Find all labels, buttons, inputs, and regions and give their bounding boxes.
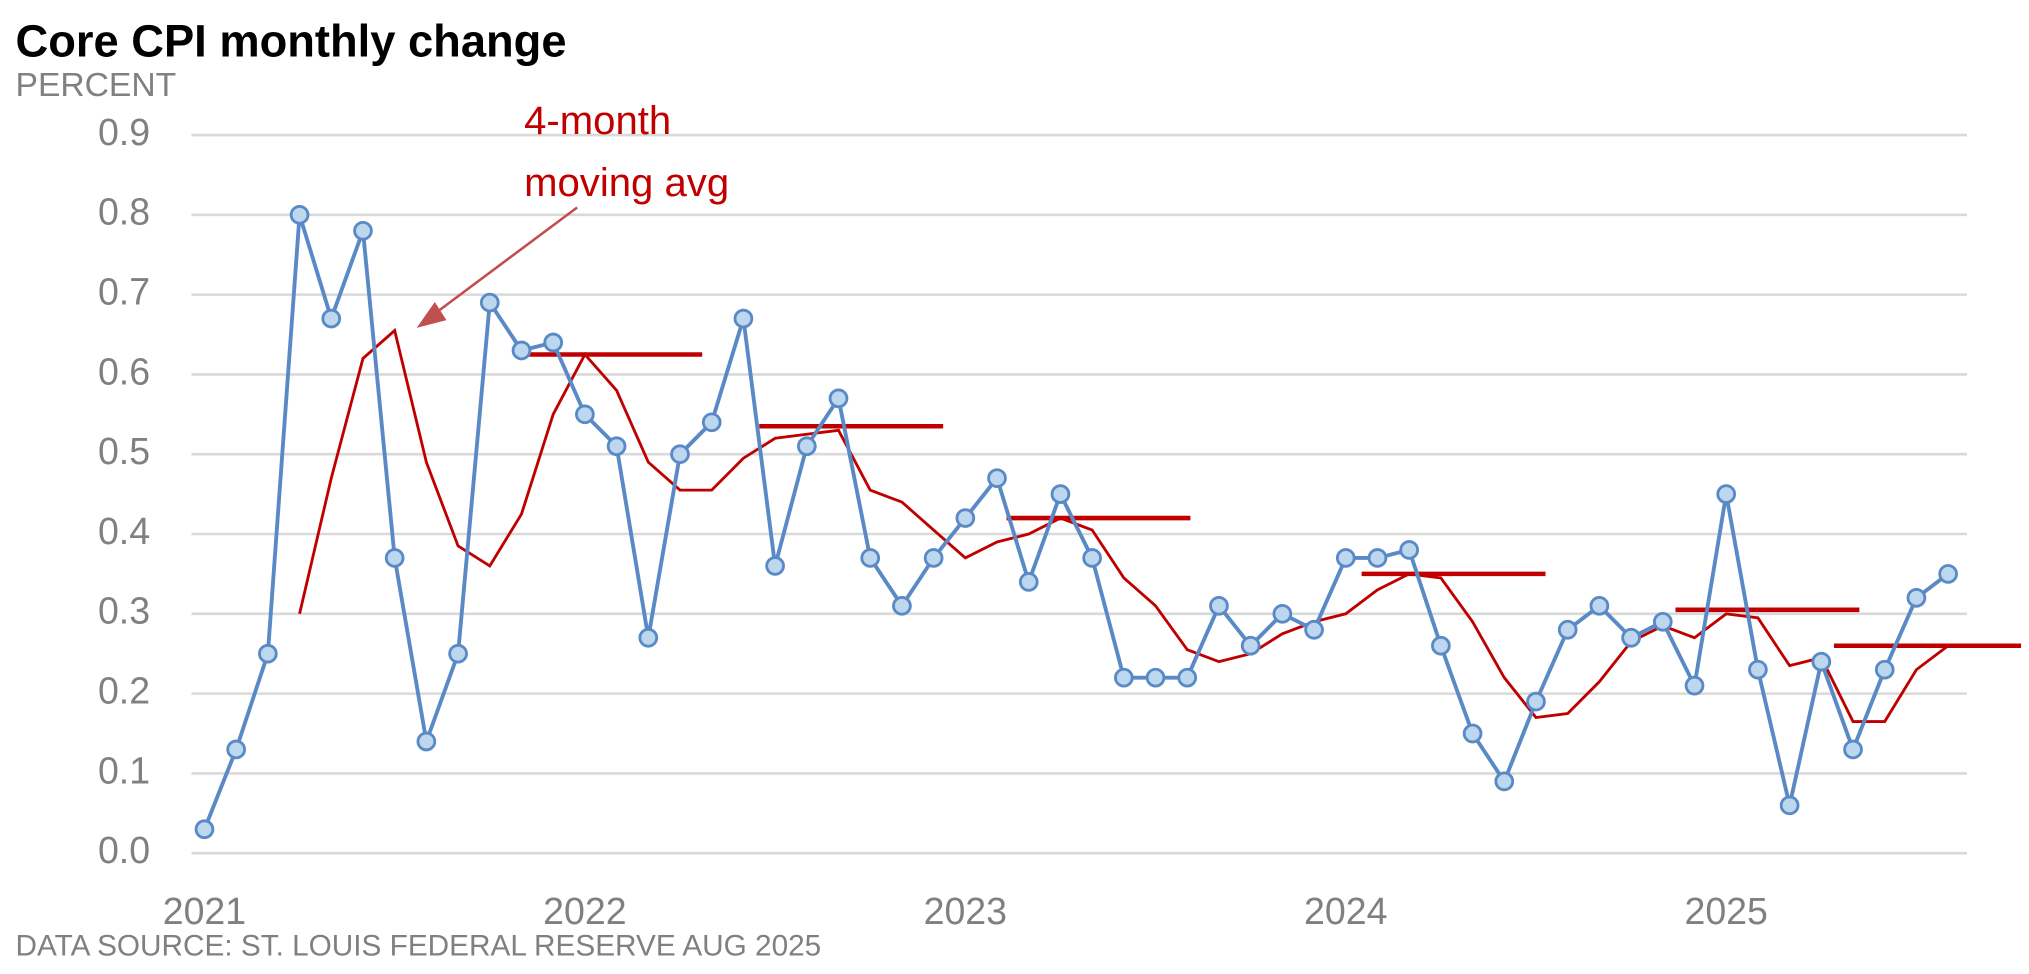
data-point: [543, 332, 564, 353]
data-point: [575, 404, 595, 425]
data-point: [987, 468, 1007, 488]
y-tick-label: 0.2: [98, 670, 150, 712]
data-point: [828, 388, 849, 409]
data-point: [1304, 619, 1324, 640]
data-point: [321, 308, 342, 329]
y-tick-label: 0.3: [98, 590, 150, 632]
data-point: [1272, 603, 1293, 624]
data-point: [796, 436, 817, 457]
data-point: [1557, 619, 1578, 640]
y-tick-label: 0.5: [98, 430, 150, 472]
x-tick-label: 2023: [924, 890, 1007, 932]
data-point: [1811, 651, 1832, 672]
x-tick-label: 2025: [1684, 890, 1767, 932]
data-point: [1462, 723, 1483, 744]
series-line: [298, 327, 1949, 723]
data-point: [1050, 484, 1071, 504]
data-point: [923, 548, 944, 568]
data-point: [638, 627, 659, 648]
data-point: [353, 220, 373, 241]
x-tick-label: 2024: [1304, 890, 1387, 932]
y-tick-label: 0.9: [98, 111, 150, 153]
data-point: [194, 819, 215, 840]
data-point: [1145, 667, 1166, 688]
data-point: [384, 548, 405, 568]
data-point: [1082, 548, 1102, 568]
data-point: [226, 739, 246, 760]
data-point: [1716, 484, 1737, 504]
data-point: [1367, 548, 1388, 568]
data-point: [258, 643, 278, 664]
series-line: [202, 214, 1950, 830]
data-point: [670, 444, 690, 465]
y-axis-unit: PERCENT: [16, 67, 177, 104]
y-tick-label: 0.1: [98, 749, 150, 791]
data-point: [892, 595, 912, 616]
data-point: [1938, 564, 1958, 584]
source-note: DATA SOURCE: ST. LOUIS FEDERAL RESERVE A…: [16, 930, 822, 963]
data-point: [511, 340, 532, 361]
data-point: [1335, 548, 1356, 568]
data-point: [289, 204, 310, 225]
data-point: [448, 643, 468, 664]
data-point: [733, 308, 754, 329]
x-tick-label: 2022: [543, 890, 626, 932]
annotation: [416, 206, 578, 328]
x-tick-label: 2021: [163, 890, 246, 932]
y-tick-label: 0.0: [98, 829, 150, 871]
data-point: [860, 548, 881, 568]
data-point: [765, 556, 785, 576]
data-point: [701, 412, 722, 433]
data-point: [1906, 588, 1927, 608]
annotation-text: moving avg: [524, 161, 729, 205]
y-tick-label: 0.6: [98, 350, 150, 392]
data-point: [955, 508, 976, 528]
data-point: [1431, 635, 1451, 656]
data-point: [1621, 627, 1641, 648]
data-point: [1018, 572, 1039, 592]
annotation-arrowhead: [416, 301, 447, 328]
y-tick-label: 0.4: [98, 510, 150, 552]
data-point: [1526, 691, 1546, 712]
data-point: [1874, 659, 1895, 680]
data-point: [606, 436, 627, 457]
chart-title: Core CPI monthly change: [16, 15, 567, 66]
y-tick-label: 0.8: [98, 191, 150, 233]
data-point: [1177, 667, 1198, 688]
data-point: [1779, 795, 1800, 816]
data-point: [1843, 739, 1863, 760]
y-tick-label: 0.7: [98, 271, 150, 313]
data-point: [1494, 771, 1515, 792]
data-point: [1684, 675, 1705, 696]
data-point: [1589, 595, 1610, 616]
data-point: [1240, 635, 1261, 656]
data-point: [1748, 659, 1768, 680]
data-point: [1399, 540, 1420, 560]
data-point: [1209, 595, 1229, 616]
annotation-arrow: [434, 206, 578, 315]
data-point: [1114, 667, 1134, 688]
annotation-text: 4-month: [524, 99, 671, 143]
data-point: [1652, 611, 1673, 632]
data-point: [479, 292, 500, 313]
data-point: [416, 731, 437, 752]
